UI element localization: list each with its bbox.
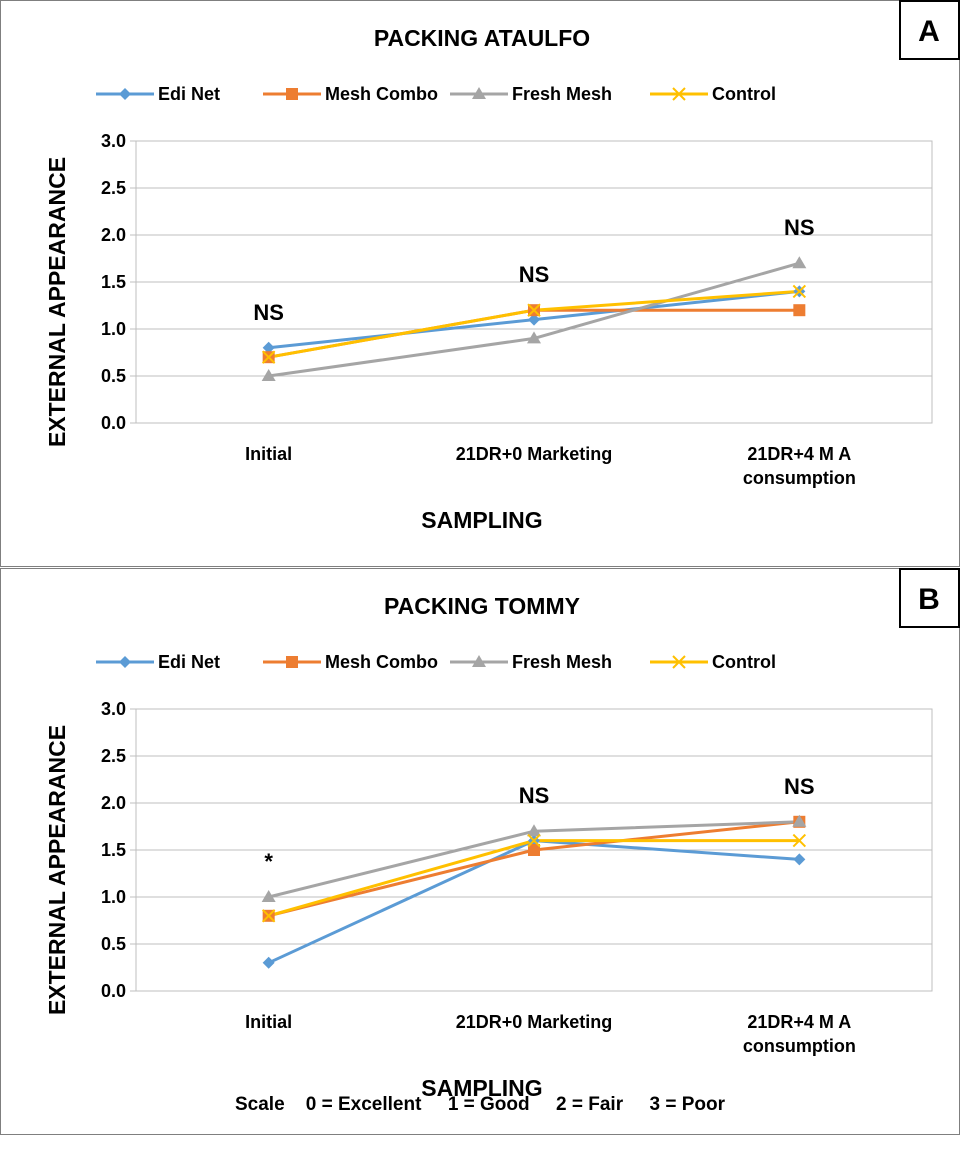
- legend-entry: Edi Net: [96, 652, 220, 672]
- legend-entry: Edi Net: [96, 84, 220, 104]
- significance-annotation: NS: [519, 262, 550, 287]
- y-tick-label: 2.5: [101, 178, 126, 198]
- chart-title: PACKING TOMMY: [384, 593, 580, 619]
- legend-marker: [672, 655, 686, 669]
- y-tick-label: 1.5: [101, 272, 126, 292]
- data-point: [261, 909, 276, 923]
- x-tick-label: 21DR+0 Marketing: [456, 444, 613, 464]
- legend-entry: Mesh Combo: [263, 84, 438, 104]
- data-point: [527, 303, 541, 317]
- legend-label: Fresh Mesh: [512, 84, 612, 104]
- panel-b: B PACKING TOMMY Edi Net Mesh Combo Fresh Mes…: [0, 568, 960, 1135]
- y-tick-label: 0.0: [101, 413, 126, 433]
- y-axis-label: EXTERNAL APPEARANCE: [44, 157, 70, 447]
- legend-label: Mesh Combo: [325, 652, 438, 672]
- data-point: [792, 833, 807, 848]
- y-tick-label: 3.0: [101, 699, 126, 719]
- chart-title: PACKING ATAULFO: [374, 25, 590, 51]
- data-point: [261, 369, 276, 381]
- y-tick-label: 2.0: [101, 793, 126, 813]
- panel-letter-box: [899, 0, 960, 60]
- data-point: [528, 313, 540, 326]
- x-tick-label: Initial: [245, 444, 292, 464]
- legend-label: Fresh Mesh: [512, 652, 612, 672]
- y-tick-label: 0.0: [101, 981, 126, 1001]
- y-tick-label: 1.0: [101, 319, 126, 339]
- y-tick-label: 0.5: [101, 934, 126, 954]
- legend-entry: Control: [650, 84, 776, 104]
- data-point: [793, 853, 806, 866]
- legend-entry: Control: [650, 652, 776, 672]
- y-tick-label: 3.0: [101, 131, 126, 151]
- x-axis-label: SAMPLING: [421, 1075, 542, 1101]
- y-axis-label: EXTERNAL APPEARANCE: [44, 725, 70, 1015]
- legend-marker: [472, 655, 486, 667]
- legend-marker: [286, 656, 298, 668]
- legend-marker: [472, 87, 486, 99]
- y-tick-label: 2.0: [101, 225, 126, 245]
- y-tick-label: 1.0: [101, 887, 126, 907]
- x-tick-label: 21DR+0 Marketing: [456, 1012, 613, 1032]
- legend-label: Edi Net: [158, 652, 220, 672]
- y-tick-label: 0.5: [101, 366, 126, 386]
- x-axis-label: SAMPLING: [421, 507, 542, 533]
- data-point: [262, 956, 275, 969]
- x-tick-label: Initial: [245, 1012, 292, 1032]
- legend-entry: Mesh Combo: [263, 652, 438, 672]
- x-tick-label: 21DR+4 M A: [747, 1012, 851, 1032]
- legend-label: Control: [712, 652, 776, 672]
- scale-note: Scale 0 = Excellent 1 = Good 2 = Fair 3 …: [235, 1094, 726, 1115]
- data-point: [527, 824, 541, 837]
- data-point: [527, 331, 541, 344]
- data-point: [262, 341, 275, 354]
- significance-annotation: NS: [519, 783, 550, 808]
- panel-a: A PACKING ATAULFO Edi Net Mesh Combo Fresh M…: [0, 0, 960, 567]
- data-point: [792, 256, 807, 269]
- y-tick-label: 1.5: [101, 840, 126, 860]
- significance-annotation: NS: [784, 215, 815, 240]
- x-tick-label: 21DR+4 M A: [747, 444, 851, 464]
- significance-annotation: NS: [253, 300, 284, 325]
- legend-label: Control: [712, 84, 776, 104]
- data-point: [527, 833, 541, 848]
- panel-letter-box: [899, 568, 960, 628]
- data-point: [261, 350, 276, 364]
- legend-marker: [672, 87, 686, 101]
- data-point: [792, 814, 807, 827]
- legend-entry: Fresh Mesh: [450, 652, 612, 672]
- panel-letter: A: [918, 15, 940, 48]
- y-tick-label: 2.5: [101, 746, 126, 766]
- data-point: [793, 304, 806, 317]
- panel-letter: B: [918, 583, 940, 616]
- legend-marker: [119, 88, 131, 100]
- legend-label: Edi Net: [158, 84, 220, 104]
- legend-label: Mesh Combo: [325, 84, 438, 104]
- legend-marker: [119, 656, 131, 668]
- data-point: [261, 890, 276, 902]
- significance-annotation: *: [264, 849, 273, 874]
- data-point: [528, 844, 540, 856]
- legend-entry: Fresh Mesh: [450, 84, 612, 104]
- x-tick-label: consumption: [743, 468, 856, 488]
- x-tick-label: consumption: [743, 1036, 856, 1056]
- data-point: [792, 284, 807, 299]
- legend-marker: [286, 88, 298, 100]
- significance-annotation: NS: [784, 774, 815, 799]
